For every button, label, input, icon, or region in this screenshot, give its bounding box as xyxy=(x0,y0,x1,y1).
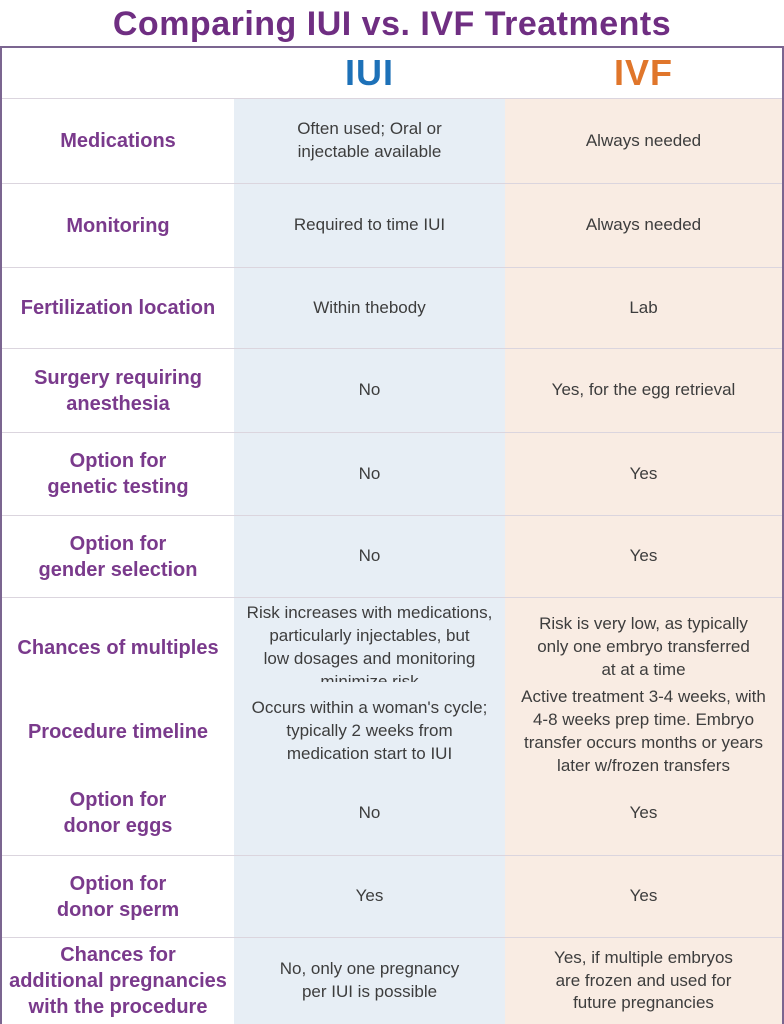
iui-cell: No xyxy=(234,516,505,597)
header-ivf: IVF xyxy=(613,52,673,93)
row-label: Procedure timeline xyxy=(2,682,234,782)
table-row: Fertilization location Within thebody La… xyxy=(2,267,782,348)
ivf-cell: Yes xyxy=(505,771,782,855)
ivf-cell: Yes, for the egg retrieval xyxy=(505,349,782,432)
ivf-cell: Active treatment 3-4 weeks, with 4-8 wee… xyxy=(505,682,782,782)
iui-cell: Within thebody xyxy=(234,268,505,348)
ivf-cell: Always needed xyxy=(505,184,782,267)
iui-cell: Required to time IUI xyxy=(234,184,505,267)
table-row: Procedure timeline Occurs within a woman… xyxy=(2,681,782,782)
ivf-cell: Yes xyxy=(505,856,782,937)
iui-cell: No xyxy=(234,349,505,432)
iui-cell: Risk increases with medications, particu… xyxy=(234,598,505,698)
ivf-cell: Risk is very low, as typically only one … xyxy=(505,598,782,698)
iui-cell: No xyxy=(234,433,505,515)
row-label: Option for donor eggs xyxy=(2,771,234,855)
row-label: Chances for additional pregnancies with … xyxy=(2,938,234,1024)
iui-cell: No, only one pregnancy per IUI is possib… xyxy=(234,938,505,1024)
row-label: Chances of multiples xyxy=(2,598,234,698)
header-empty-cell xyxy=(2,48,234,98)
row-label: Surgery requiring anesthesia xyxy=(2,349,234,432)
table-row: Chances of multiples Risk increases with… xyxy=(2,597,782,698)
ivf-cell: Lab xyxy=(505,268,782,348)
header-iui: IUI xyxy=(344,52,394,93)
table-row: Medications Often used; Oral or injectab… xyxy=(2,98,782,183)
iui-cell: Occurs within a woman's cycle; typically… xyxy=(234,682,505,782)
ivf-cell: Yes xyxy=(505,516,782,597)
table-row: Surgery requiring anesthesia No Yes, for… xyxy=(2,348,782,432)
table-row: Monitoring Required to time IUI Always n… xyxy=(2,183,782,267)
row-label: Option for genetic testing xyxy=(2,433,234,515)
ivf-cell: Always needed xyxy=(505,99,782,183)
row-label: Fertilization location xyxy=(2,268,234,348)
table-row: Option for donor sperm Yes Yes xyxy=(2,855,782,937)
iui-cell: No xyxy=(234,771,505,855)
ivf-cell: Yes, if multiple embryos are frozen and … xyxy=(505,938,782,1024)
row-label: Monitoring xyxy=(2,184,234,267)
row-label: Option for donor sperm xyxy=(2,856,234,937)
comparison-table: IUI IVF Medications Often used; Oral or … xyxy=(0,46,784,1024)
iui-cell: Yes xyxy=(234,856,505,937)
table-row: Option for gender selection No Yes xyxy=(2,515,782,597)
table-header-row: IUI IVF xyxy=(2,48,782,98)
row-label: Medications xyxy=(2,99,234,183)
row-label: Option for gender selection xyxy=(2,516,234,597)
iui-cell: Often used; Oral or injectable available xyxy=(234,99,505,183)
ivf-cell: Yes xyxy=(505,433,782,515)
table-row: Option for genetic testing No Yes xyxy=(2,432,782,515)
table-row: Chances for additional pregnancies with … xyxy=(2,937,782,1024)
table-row: Option for donor eggs No Yes xyxy=(2,770,782,855)
page-title: Comparing IUI vs. IVF Treatments xyxy=(112,4,672,43)
